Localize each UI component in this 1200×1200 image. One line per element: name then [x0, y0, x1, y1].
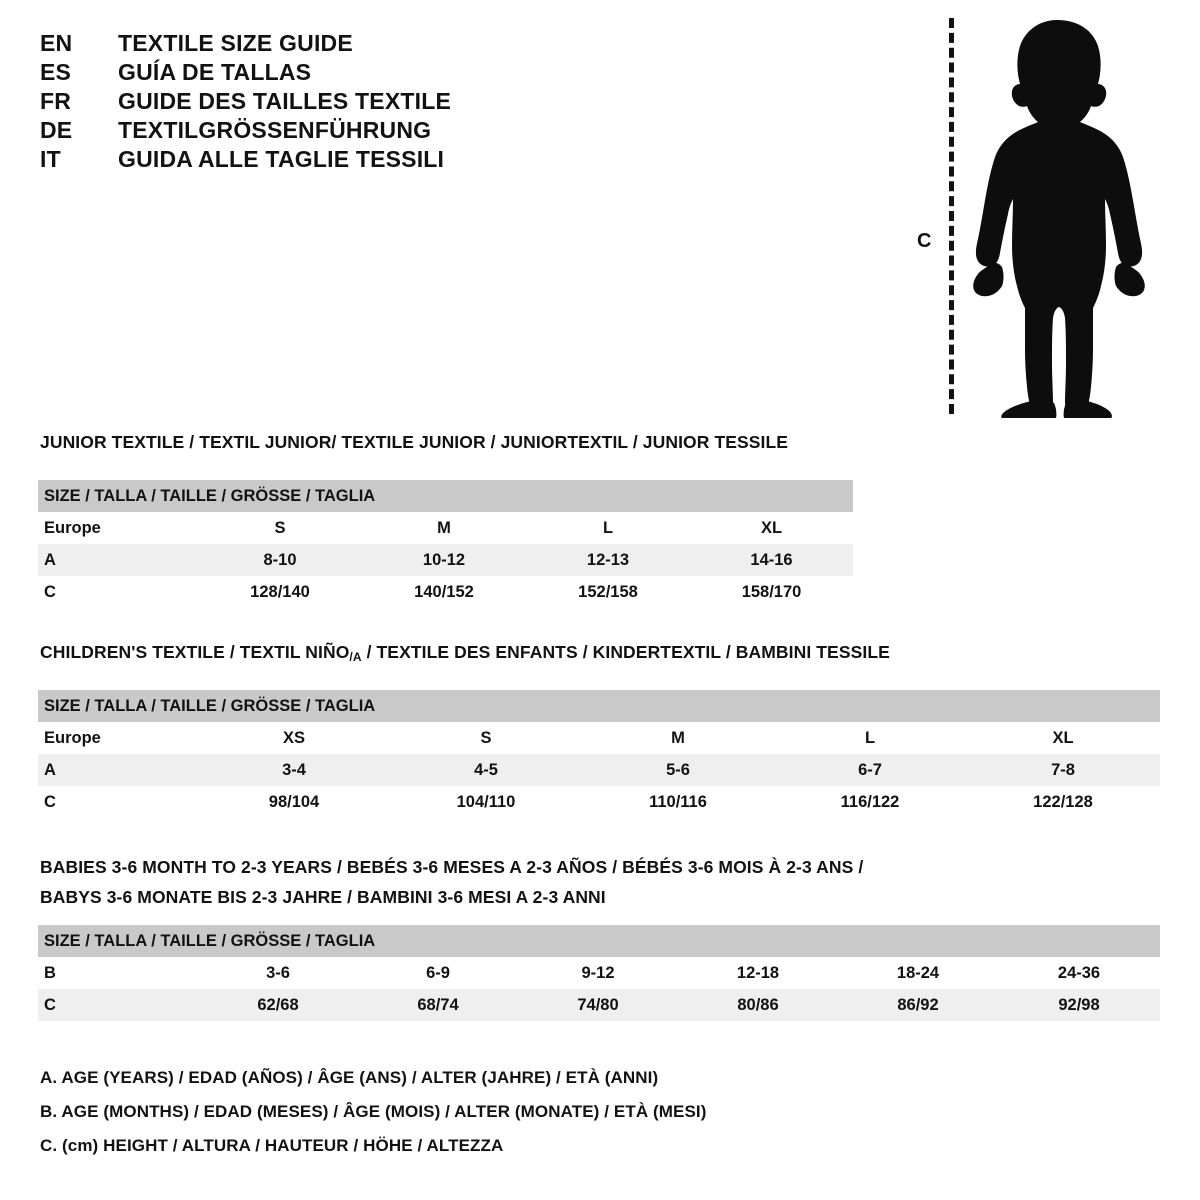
babies-band-label: SIZE / TALLA / TAILLE / GRÖSSE / TAGLIA [38, 925, 1161, 957]
children-a-xs: 3-4 [198, 754, 390, 786]
junior-size-table: SIZE / TALLA / TAILLE / GRÖSSE / TAGLIA … [38, 480, 854, 608]
babies-c-3: 74/80 [518, 989, 678, 1021]
children-heading-post: / TEXTILE DES ENFANTS / KINDERTEXTIL / B… [361, 642, 890, 662]
babies-c-6: 92/98 [998, 989, 1161, 1021]
junior-size-s: S [198, 512, 362, 544]
babies-b-5: 18-24 [838, 957, 998, 989]
language-row-en: EN TEXTILE SIZE GUIDE [40, 30, 560, 59]
table-row: C 128/140 140/152 152/158 158/170 [38, 576, 854, 608]
junior-row-label-c: C [38, 576, 198, 608]
children-heading-sub: /A [349, 650, 362, 664]
table-row: B 3-6 6-9 9-12 12-18 18-24 24-36 [38, 957, 1161, 989]
junior-header-row-label: Europe [38, 512, 198, 544]
children-a-m: 5-6 [582, 754, 774, 786]
babies-heading-line1: BABIES 3-6 MONTH TO 2-3 YEARS / BEBÉS 3-… [40, 857, 864, 877]
section-heading-children: CHILDREN'S TEXTILE / TEXTIL NIÑO/A / TEX… [40, 642, 890, 664]
children-header-row-label: Europe [38, 722, 198, 754]
language-code-es: ES [40, 59, 72, 85]
children-a-l: 6-7 [774, 754, 966, 786]
language-title-fr: GUIDE DES TAILLES TEXTILE [118, 88, 451, 114]
children-size-m: M [582, 722, 774, 754]
babies-heading-line2: BABYS 3-6 MONATE BIS 2-3 JAHRE / BAMBINI… [40, 887, 606, 907]
children-row-label-c: C [38, 786, 198, 818]
junior-size-xl: XL [690, 512, 854, 544]
table-row: C 62/68 68/74 74/80 80/86 86/92 92/98 [38, 989, 1161, 1021]
legend-line-b: B. AGE (MONTHS) / EDAD (MESES) / ÂGE (MO… [40, 1102, 707, 1121]
language-row-fr: FR GUIDE DES TAILLES TEXTILE [40, 88, 560, 117]
legend-line-c: C. (cm) HEIGHT / ALTURA / HAUTEUR / HÖHE… [40, 1136, 504, 1155]
table-row: C 98/104 104/110 110/116 116/122 122/128 [38, 786, 1160, 818]
junior-c-xl: 158/170 [690, 576, 854, 608]
babies-c-4: 80/86 [678, 989, 838, 1021]
children-band-label: SIZE / TALLA / TAILLE / GRÖSSE / TAGLIA [38, 690, 1160, 722]
babies-c-1: 62/68 [198, 989, 358, 1021]
language-row-de: DE TEXTILGRÖSSENFÜHRUNG [40, 117, 560, 146]
language-title-es: GUÍA DE TALLAS [118, 59, 312, 85]
language-row-it: IT GUIDA ALLE TAGLIE TESSILI [40, 146, 560, 175]
babies-row-label-b: B [38, 957, 198, 989]
babies-size-table: SIZE / TALLA / TAILLE / GRÖSSE / TAGLIA … [38, 925, 1161, 1021]
junior-row-label-a: A [38, 544, 198, 576]
babies-b-4: 12-18 [678, 957, 838, 989]
toddler-silhouette-icon [973, 20, 1145, 418]
children-size-xl: XL [966, 722, 1160, 754]
junior-a-l: 12-13 [526, 544, 690, 576]
junior-band-label: SIZE / TALLA / TAILLE / GRÖSSE / TAGLIA [38, 480, 854, 512]
junior-size-m: M [362, 512, 526, 544]
section-heading-babies: BABIES 3-6 MONTH TO 2-3 YEARS / BEBÉS 3-… [40, 852, 1040, 912]
junior-a-m: 10-12 [362, 544, 526, 576]
babies-b-3: 9-12 [518, 957, 678, 989]
children-size-table: SIZE / TALLA / TAILLE / GRÖSSE / TAGLIA … [38, 690, 1160, 818]
children-c-l: 116/122 [774, 786, 966, 818]
legend-block: A. AGE (YEARS) / EDAD (AÑOS) / ÂGE (ANS)… [40, 1068, 707, 1170]
children-band-header-row: SIZE / TALLA / TAILLE / GRÖSSE / TAGLIA [38, 690, 1160, 722]
junior-c-s: 128/140 [198, 576, 362, 608]
children-c-xs: 98/104 [198, 786, 390, 818]
babies-b-1: 3-6 [198, 957, 358, 989]
language-code-it: IT [40, 146, 61, 172]
table-row: A 8-10 10-12 12-13 14-16 [38, 544, 854, 576]
babies-b-2: 6-9 [358, 957, 518, 989]
section-heading-junior: JUNIOR TEXTILE / TEXTIL JUNIOR/ TEXTILE … [40, 432, 789, 452]
junior-c-m: 140/152 [362, 576, 526, 608]
children-heading-pre: CHILDREN'S TEXTILE / TEXTIL NIÑO [40, 642, 350, 662]
children-size-l: L [774, 722, 966, 754]
babies-row-label-c: C [38, 989, 198, 1021]
language-code-en: EN [40, 30, 73, 56]
babies-c-2: 68/74 [358, 989, 518, 1021]
children-size-header-row: Europe XS S M L XL [38, 722, 1160, 754]
language-row-es: ES GUÍA DE TALLAS [40, 59, 560, 88]
language-code-de: DE [40, 117, 73, 143]
height-dashed-line [949, 18, 954, 414]
children-size-xs: XS [198, 722, 390, 754]
language-title-en: TEXTILE SIZE GUIDE [118, 30, 353, 56]
height-measure-figure: C [905, 12, 1165, 422]
language-code-fr: FR [40, 88, 72, 114]
children-a-s: 4-5 [390, 754, 582, 786]
children-c-xl: 122/128 [966, 786, 1160, 818]
junior-a-s: 8-10 [198, 544, 362, 576]
children-c-s: 104/110 [390, 786, 582, 818]
figure-measure-label-c: C [917, 230, 932, 252]
babies-band-header-row: SIZE / TALLA / TAILLE / GRÖSSE / TAGLIA [38, 925, 1161, 957]
language-title-de: TEXTILGRÖSSENFÜHRUNG [118, 117, 432, 143]
language-title-block: EN TEXTILE SIZE GUIDE ES GUÍA DE TALLAS … [40, 30, 560, 175]
table-row: A 3-4 4-5 5-6 6-7 7-8 [38, 754, 1160, 786]
legend-line-a: A. AGE (YEARS) / EDAD (AÑOS) / ÂGE (ANS)… [40, 1068, 659, 1087]
babies-c-5: 86/92 [838, 989, 998, 1021]
junior-size-l: L [526, 512, 690, 544]
children-a-xl: 7-8 [966, 754, 1160, 786]
junior-a-xl: 14-16 [690, 544, 854, 576]
junior-band-header-row: SIZE / TALLA / TAILLE / GRÖSSE / TAGLIA [38, 480, 854, 512]
language-title-it: GUIDA ALLE TAGLIE TESSILI [118, 146, 445, 172]
children-size-s: S [390, 722, 582, 754]
children-row-label-a: A [38, 754, 198, 786]
children-c-m: 110/116 [582, 786, 774, 818]
babies-b-6: 24-36 [998, 957, 1161, 989]
junior-size-header-row: Europe S M L XL [38, 512, 854, 544]
junior-c-l: 152/158 [526, 576, 690, 608]
